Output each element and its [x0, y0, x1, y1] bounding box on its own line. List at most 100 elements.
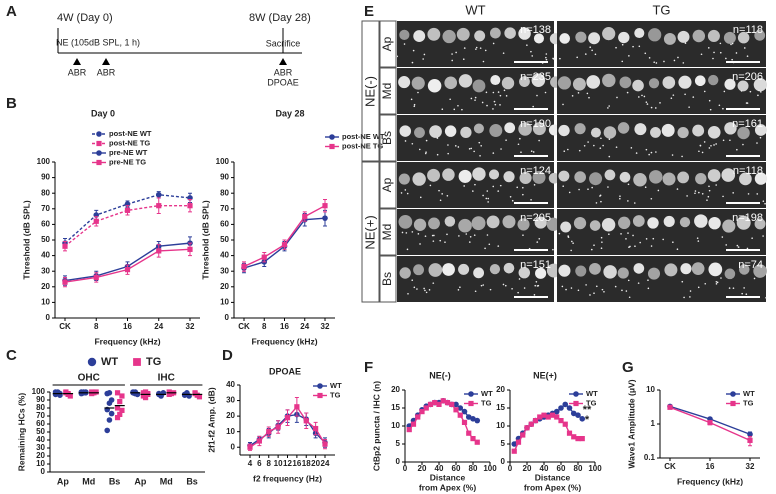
puncta: [486, 104, 488, 107]
treatment: NE (105dB SPL, 1 h): [56, 37, 140, 47]
puncta: [533, 294, 536, 296]
puncta: [628, 296, 631, 299]
puncta: [572, 242, 574, 244]
puncta: [470, 147, 473, 150]
puncta: [689, 296, 691, 298]
x-tick-label: 20: [418, 464, 427, 473]
puncta: [595, 285, 598, 288]
data-point: [575, 412, 581, 419]
puncta: [634, 245, 636, 248]
data-point: [419, 409, 425, 415]
row-cell: [379, 255, 397, 303]
x-tick-label: 40: [435, 464, 444, 473]
chart: Day 28 Threshold (dB SPL) Frequency (kHz) 0…: [200, 108, 385, 346]
y-axis-label: Threshold (dB SPL): [21, 200, 31, 280]
nucleus: [428, 263, 443, 277]
puncta: [462, 58, 465, 61]
puncta: [432, 240, 435, 242]
nucleus: [617, 267, 629, 279]
count-label: n=74: [738, 259, 763, 271]
legend-label: TG: [481, 398, 492, 407]
nucleus: [603, 265, 617, 279]
data-point: [520, 432, 526, 438]
nucleus: [557, 76, 572, 90]
nucleus: [474, 30, 486, 42]
puncta: [485, 91, 488, 94]
puncta: [461, 108, 463, 111]
nucleus: [589, 172, 603, 186]
y-tick-label: 0: [225, 313, 230, 322]
data-point: [453, 401, 459, 408]
puncta: [497, 245, 500, 247]
puncta: [590, 248, 593, 251]
data-point: [114, 415, 121, 421]
chart: Day 0 Threshold (dB SPL) Frequency (kHz) 0 1…: [21, 108, 200, 346]
y-tick-label: 30: [226, 396, 235, 405]
puncta: [517, 291, 519, 294]
puncta: [677, 56, 679, 59]
puncta: [650, 197, 653, 200]
puncta: [449, 98, 451, 101]
puncta: [698, 191, 700, 194]
puncta: [647, 279, 649, 281]
nucleus: [427, 27, 441, 41]
puncta: [431, 234, 434, 237]
y-tick-label: 0: [231, 442, 236, 451]
puncta: [621, 60, 624, 63]
nucleus: [411, 76, 425, 90]
puncta: [457, 146, 460, 148]
puncta: [472, 190, 474, 192]
puncta: [403, 43, 406, 45]
row-cell: [379, 208, 397, 256]
puncta: [672, 94, 675, 96]
puncta: [730, 43, 732, 46]
annotation: *: [585, 414, 590, 426]
data-point: [440, 398, 446, 404]
puncta: [670, 97, 673, 100]
nucleus: [737, 126, 750, 140]
puncta: [625, 290, 628, 292]
puncta: [492, 91, 495, 94]
chart-title: NE(+): [533, 370, 557, 380]
data-point: [461, 419, 468, 425]
puncta: [411, 142, 414, 145]
nucleus: [504, 27, 516, 39]
nucleus: [531, 73, 546, 88]
data-point: [93, 389, 99, 395]
data-point: [549, 412, 556, 418]
x-tick-label: 6: [257, 459, 262, 468]
y-tick-label: 70: [36, 411, 45, 420]
data-point: [474, 439, 480, 445]
puncta: [446, 194, 449, 197]
legend-marker: [96, 159, 102, 166]
puncta: [619, 195, 621, 197]
data-point: [261, 254, 267, 260]
panel-label: C: [6, 347, 17, 364]
x-tick-label: 60: [557, 464, 566, 473]
count-label: n=151: [520, 259, 551, 271]
data-point: [449, 401, 455, 407]
data-point: [82, 389, 89, 395]
y-tick-label: 30: [41, 266, 50, 275]
nucleus: [708, 262, 723, 277]
puncta: [428, 289, 431, 291]
y-tick-label: 20: [41, 282, 50, 291]
puncta: [601, 288, 604, 291]
nucleus: [414, 127, 425, 138]
puncta: [425, 291, 428, 294]
y-tick-label: 0.1: [644, 453, 656, 462]
nucleus: [662, 76, 676, 89]
nucleus: [486, 215, 500, 229]
legend-marker: [87, 357, 97, 367]
puncta: [499, 104, 501, 106]
legend-marker: [730, 400, 736, 407]
puncta: [650, 151, 653, 154]
puncta: [686, 195, 688, 197]
nucleus: [489, 264, 501, 275]
puncta: [518, 278, 521, 280]
nucleus: [519, 76, 530, 87]
legend-marker: [468, 400, 474, 407]
chart-title: Day 0: [91, 108, 115, 118]
puncta: [638, 45, 641, 48]
